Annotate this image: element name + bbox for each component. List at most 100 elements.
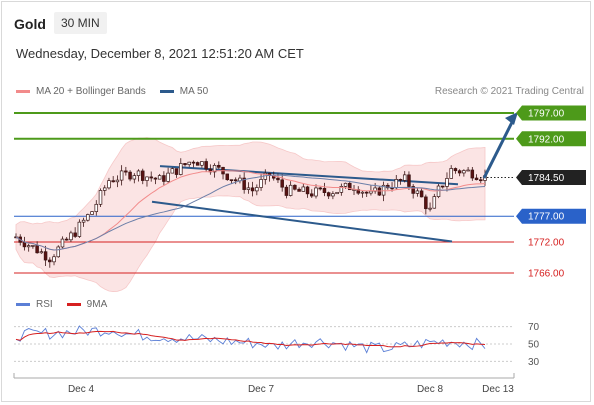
candle-up <box>39 251 44 254</box>
candle-down <box>318 187 322 190</box>
candle-up <box>56 246 61 258</box>
candle-down <box>242 177 246 190</box>
candle-up <box>200 161 204 166</box>
x-tick-label: Dec 4 <box>68 384 95 395</box>
credit-text: Research © 2021 Trading Central <box>434 86 584 97</box>
candle-down <box>284 186 289 196</box>
candle-down <box>64 238 69 241</box>
rsi-panel: 70 50 30 <box>14 322 540 368</box>
candle-down <box>297 188 301 192</box>
candle-down <box>124 170 128 173</box>
candle-up <box>331 193 335 197</box>
candle-up <box>259 179 263 188</box>
candle-down <box>73 232 77 237</box>
candle-down <box>149 176 153 179</box>
candle-down <box>424 196 428 210</box>
ma50-line <box>15 174 486 251</box>
candle-up <box>335 191 339 195</box>
rsi-9ma-line <box>15 330 486 348</box>
candle-up <box>288 184 293 196</box>
candle-up <box>187 161 191 166</box>
candle-down <box>305 186 310 195</box>
candle-up <box>26 245 31 248</box>
level-lines <box>14 112 514 274</box>
candle-up <box>466 169 470 172</box>
legend-ma20-label: MA 20 + Bollinger Bands <box>36 86 146 97</box>
candle-up <box>86 214 90 221</box>
candle-up <box>90 211 94 215</box>
candle-up <box>102 187 107 191</box>
candle-down <box>364 191 369 194</box>
candle-down <box>162 175 166 182</box>
candle-down <box>411 186 415 194</box>
candle-up <box>314 187 318 197</box>
timeframe-badge[interactable]: 30 MIN <box>54 12 107 34</box>
candle-down <box>22 242 27 248</box>
candle-up <box>136 170 141 176</box>
candle-up <box>360 191 365 194</box>
level-label-1777-00: 1777.00 <box>528 212 565 223</box>
candle-up <box>145 176 149 181</box>
rsi-tick-30: 30 <box>528 357 540 368</box>
candle-down <box>474 177 479 181</box>
candle-down <box>250 187 255 192</box>
candle-down <box>326 192 331 197</box>
candle-down <box>453 168 458 172</box>
candle-down <box>457 170 462 174</box>
candle-up <box>212 164 217 173</box>
candle-down <box>43 251 48 261</box>
legend-rsi-swatch <box>16 303 30 306</box>
forecast-arrow-head <box>505 112 518 125</box>
x-axis: Dec 4 Dec 7 Dec 8 Dec 13 <box>13 373 515 395</box>
candle-down <box>229 179 234 182</box>
candle-down <box>398 179 403 181</box>
legend-ma20-swatch <box>16 90 30 93</box>
chart-datetime: Wednesday, December 8, 2021 12:51:20 AM … <box>16 46 304 61</box>
rsi-tick-70: 70 <box>528 322 540 333</box>
level-box-1797-00 <box>516 105 586 121</box>
legend-ma50-swatch <box>159 90 174 93</box>
candle-down <box>440 185 445 188</box>
candle-up <box>428 207 432 210</box>
level-label-1784-50: 1784.50 <box>528 173 565 184</box>
candles <box>14 158 487 268</box>
candle-up <box>394 179 399 189</box>
candle-down <box>204 161 208 170</box>
candle-down <box>233 179 238 182</box>
candle-down <box>322 188 327 194</box>
candle-down <box>217 164 221 168</box>
candle-up <box>432 196 437 209</box>
candle-up <box>69 232 73 241</box>
candle-up <box>52 256 56 263</box>
candle-up <box>301 186 306 192</box>
x-tick-label: Dec 8 <box>417 384 444 395</box>
candle-up <box>255 187 259 192</box>
instrument-title: Gold <box>14 16 46 32</box>
candle-down <box>183 163 187 166</box>
candle-down <box>280 179 284 188</box>
candle-down <box>174 168 179 175</box>
candle-up <box>462 170 466 174</box>
channel-lower-line <box>151 200 453 243</box>
candle-up <box>445 178 449 187</box>
candle-down <box>293 184 297 190</box>
candle-up <box>81 219 86 223</box>
rsi-tick-50: 50 <box>528 340 540 351</box>
candle-up <box>115 179 120 183</box>
candle-down <box>225 173 230 181</box>
candle-down <box>141 170 145 181</box>
candle-up <box>246 187 251 190</box>
legend-rsi: RSI 9MA <box>16 299 107 310</box>
candle-down <box>310 193 314 197</box>
legend-rsi-label: RSI <box>36 299 53 310</box>
legend-9ma-label: 9MA <box>86 299 108 310</box>
rsi-line <box>15 325 486 354</box>
x-tick-label: Dec 7 <box>248 384 275 395</box>
legend-ma50-label: MA 50 <box>179 86 209 97</box>
candle-down <box>191 161 196 164</box>
candle-down <box>419 190 424 198</box>
candle-down <box>48 259 52 263</box>
candle-up <box>60 238 65 248</box>
candle-up <box>107 180 111 189</box>
